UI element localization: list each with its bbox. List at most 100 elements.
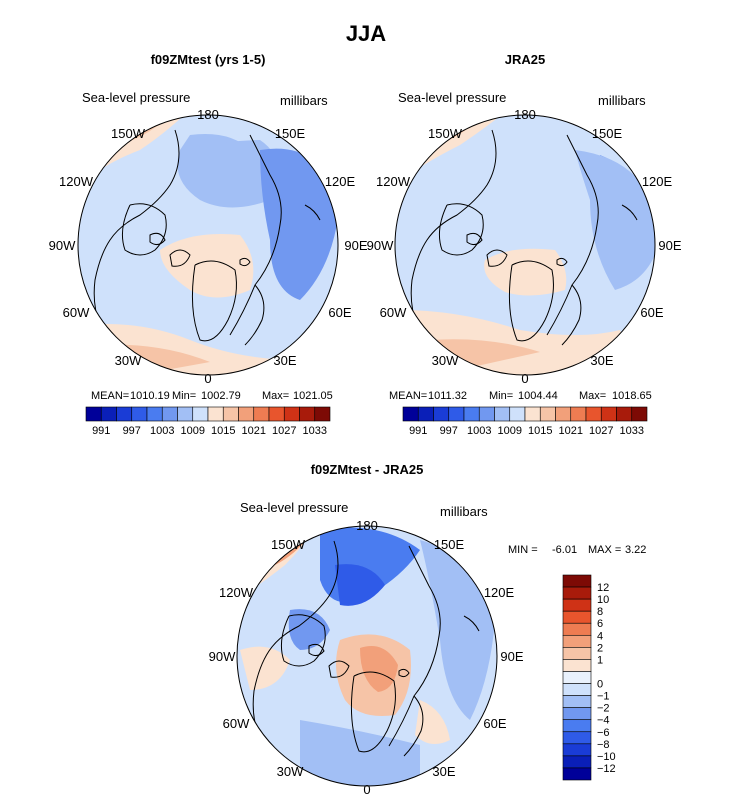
colorbar-swatch — [562, 622, 592, 636]
lon-label-90w: 90W — [367, 238, 394, 253]
colorbar-tick-label: 1009 — [181, 425, 205, 437]
panel-difference: f09ZMtest - JRA25 Sea-level pressure mil… — [209, 462, 647, 797]
panel-title: f09ZMtest (yrs 1-5) — [151, 52, 266, 67]
lon-label-150w: 150W — [271, 537, 306, 552]
colorbar-swatch — [207, 406, 224, 422]
colorbar-tick-label: 1021 — [242, 425, 266, 437]
colorbar-tick-label: 1003 — [150, 425, 174, 437]
colorbar-tick-label: 6 — [597, 618, 603, 630]
lon-label-90e: 90E — [658, 238, 681, 253]
colorbar-tick-label: 8 — [597, 606, 603, 618]
colorbar-swatch — [283, 406, 300, 422]
units-label: millibars — [440, 504, 488, 519]
panel-title: f09ZMtest - JRA25 — [311, 462, 424, 477]
coastline-greenland — [191, 260, 237, 342]
colorbar-tick-label: 1033 — [303, 425, 327, 437]
colorbar-swatch — [268, 406, 285, 422]
colorbar-swatch — [562, 683, 592, 696]
field-label: Sea-level pressure — [82, 90, 190, 105]
colorbar-swatch — [562, 767, 592, 781]
west-positive-region — [240, 646, 290, 690]
colorbar-swatch — [616, 406, 633, 422]
colorbar-swatch — [562, 707, 592, 721]
coastline-greenland — [508, 260, 554, 342]
coastline-america — [410, 129, 497, 326]
colorbar-tick-label: 1033 — [620, 425, 644, 437]
lon-label-180: 180 — [356, 518, 378, 533]
max-value: 1021.05 — [293, 390, 333, 402]
colorbar-tick-label: −12 — [597, 763, 616, 775]
asia-low-ring — [575, 150, 655, 290]
colorbar: 991 997 1003 1009 1015 1021 1027 1033 — [402, 406, 648, 437]
max-label: Max= — [262, 390, 289, 402]
stats-line: MIN = -6.01 MAX = 3.22 — [508, 544, 646, 556]
panel-title: JRA25 — [505, 52, 545, 67]
lon-label-150e: 150E — [275, 126, 306, 141]
colorbar-swatch — [562, 634, 592, 648]
colorbar-swatch — [222, 406, 239, 422]
colorbar-swatch — [562, 743, 592, 757]
lon-label-150e: 150E — [592, 126, 623, 141]
colorbar-tick-label: 2 — [597, 642, 603, 654]
lon-label-60w: 60W — [223, 716, 250, 731]
lon-label-150w: 150W — [111, 126, 146, 141]
lon-label-0: 0 — [521, 371, 528, 386]
siberian-negative-core — [335, 564, 385, 606]
colorbar-swatch — [562, 659, 592, 672]
colorbar-swatch — [631, 406, 648, 422]
lon-label-30w: 30W — [115, 353, 142, 368]
colorbar-swatch — [433, 406, 450, 422]
colorbar-tick-label: −2 — [597, 703, 610, 715]
colorbar-swatch — [562, 671, 592, 684]
units-label: millibars — [598, 93, 646, 108]
colorbar-swatch — [116, 406, 133, 422]
min-label: MIN = — [508, 544, 538, 556]
lon-label-90e: 90E — [344, 238, 367, 253]
lon-label-30e: 30E — [432, 764, 455, 779]
east-positive-region — [415, 700, 450, 744]
coastline-islands — [149, 204, 321, 267]
lon-label-120e: 120E — [642, 174, 673, 189]
colorbar-tick-label: −4 — [597, 715, 610, 727]
colorbar-tick-label: −8 — [597, 739, 610, 751]
field-label: Sea-level pressure — [398, 90, 506, 105]
colorbar-swatch — [253, 406, 270, 422]
colorbar-tick-label: 991 — [92, 425, 110, 437]
colorbar-swatch — [562, 755, 592, 769]
lon-label-150w: 150W — [428, 126, 463, 141]
min-label: Min= — [489, 390, 513, 402]
colorbar-tick-label: 4 — [597, 630, 603, 642]
colorbar-swatch — [562, 731, 592, 745]
min-value: -6.01 — [552, 544, 577, 556]
north-pole-low — [177, 140, 278, 208]
colorbar-swatch — [417, 406, 434, 422]
colorbar-swatch — [494, 406, 511, 422]
colorbar-tick-label: 997 — [440, 425, 458, 437]
colorbar-swatch — [585, 406, 602, 422]
canadian-negative-region — [288, 609, 330, 650]
coastline-eurasia — [546, 134, 599, 346]
lon-label-0: 0 — [204, 371, 211, 386]
colorbar-swatch — [402, 406, 419, 422]
panel-obs: JRA25 Sea-level pressure millibars 180 1… — [367, 52, 682, 437]
coastline-eurasia — [388, 545, 441, 757]
colorbar-swatch — [463, 406, 480, 422]
colorbar-swatch — [509, 406, 526, 422]
greenland-high-region — [160, 234, 254, 298]
colorbar-swatch — [448, 406, 465, 422]
colorbar-swatch — [562, 695, 592, 708]
colorbar-swatch — [192, 406, 209, 422]
colorbar-swatch — [562, 719, 592, 733]
lon-label-30w: 30W — [432, 353, 459, 368]
max-label: MAX = — [588, 544, 621, 556]
colorbar-swatch — [562, 574, 592, 588]
field-label: Sea-level pressure — [240, 500, 348, 515]
colorbar-swatch — [562, 598, 592, 612]
map-boundary — [394, 114, 656, 376]
colorbar-swatch — [555, 406, 572, 422]
colorbar-swatch — [524, 406, 541, 422]
colorbar-tick-label: 1009 — [498, 425, 522, 437]
colorbar-swatch — [238, 406, 255, 422]
lon-label-180: 180 — [514, 107, 536, 122]
colorbar: 991 997 1003 1009 1015 1021 1027 1033 — [85, 406, 331, 437]
